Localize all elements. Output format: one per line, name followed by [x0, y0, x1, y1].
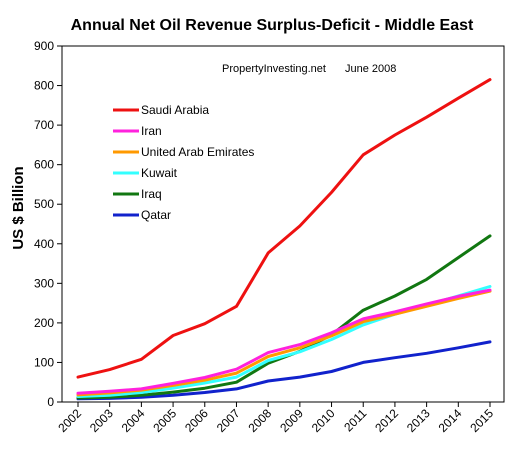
- x-tick-label: 2011: [341, 406, 369, 434]
- y-tick-label: 900: [34, 39, 54, 53]
- legend-label: Saudi Arabia: [141, 103, 209, 117]
- x-tick-label: 2015: [467, 406, 496, 435]
- x-tick-label: 2010: [309, 406, 338, 435]
- y-tick-label: 300: [34, 276, 54, 290]
- legend: Saudi Arabia Iran United Arab Emirates Kuwa…: [113, 103, 254, 222]
- date-annotation: June 2008: [345, 63, 396, 75]
- x-tick-label: 2002: [55, 406, 84, 435]
- x-tick-label: 2003: [87, 406, 116, 435]
- legend-label: Iran: [141, 124, 162, 138]
- y-tick-label: 400: [34, 237, 54, 251]
- x-tick-label: 2004: [119, 406, 148, 435]
- y-axis-label: US $ Billion: [10, 166, 27, 249]
- x-tick-label: 2005: [150, 406, 179, 435]
- y-tick-label: 700: [34, 118, 54, 132]
- y-tick-label: 500: [34, 197, 54, 211]
- y-axis: 0 100 200 300 400 500 600 700 800 900: [34, 39, 62, 409]
- chart-title: Annual Net Oil Revenue Surplus-Deficit -…: [71, 17, 474, 34]
- y-tick-label: 800: [34, 79, 54, 93]
- series-lines: [76, 78, 492, 401]
- legend-label: Kuwait: [141, 166, 178, 180]
- series-line-saudi-arabia: [76, 78, 492, 379]
- x-tick-label: 2006: [182, 406, 211, 435]
- x-tick-label: 2008: [245, 406, 274, 435]
- x-tick-label: 2013: [404, 406, 433, 435]
- y-tick-label: 600: [34, 158, 54, 172]
- y-axis-title: US $ Billion: [10, 166, 27, 249]
- plot-area: [61, 45, 505, 403]
- x-tick-label: 2012: [372, 406, 401, 435]
- x-axis: 2002 2003 2004 2005 2006 2007 2008 2009 2010 2011…: [55, 402, 496, 435]
- x-tick-label: 2009: [277, 406, 306, 435]
- y-tick-label: 0: [47, 395, 54, 409]
- y-tick-label: 100: [34, 355, 54, 369]
- series-line-qatar: [76, 340, 492, 401]
- legend-label: United Arab Emirates: [141, 145, 254, 159]
- legend-label: Iraq: [141, 187, 162, 201]
- source-annotation: PropertyInvesting.net: [222, 63, 326, 75]
- y-tick-label: 200: [34, 316, 54, 330]
- series-line-iran: [76, 288, 492, 395]
- x-tick-label: 2014: [436, 406, 465, 435]
- legend-label: Qatar: [141, 208, 171, 222]
- x-tick-label: 2007: [214, 406, 243, 435]
